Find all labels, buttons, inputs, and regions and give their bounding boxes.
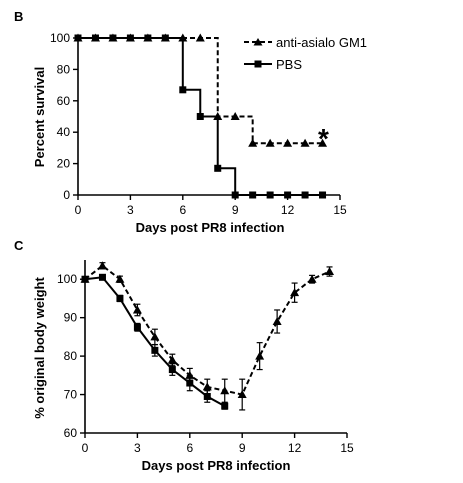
- weight-point-pbs-day-8: [221, 402, 229, 410]
- panel-c-y-tick-label-100: 100: [57, 272, 77, 286]
- weight-point-pbs-day-0: [81, 275, 89, 283]
- panel-b-x-tick-label-0: 0: [75, 203, 82, 217]
- panel-c-body-weight-chart: C 60 70 80 90 100 0 3 6 9 12 15 Days post PR8 inf…: [14, 238, 354, 473]
- panel-b-x-tick-label-9: 9: [232, 203, 239, 217]
- weight-point-anti-asialo-gm1-day-12: [290, 288, 300, 297]
- legend-pbs-label: PBS: [276, 57, 302, 72]
- weight-point-pbs-day-3: [133, 323, 141, 331]
- panel-b-y-tick-label-20: 20: [57, 157, 71, 171]
- panel-b-x-tick-label-15: 15: [333, 203, 347, 217]
- survival-point-pbs-day-4: [144, 34, 152, 42]
- survival-point-anti-asialo-gm1-day-10: [248, 138, 258, 147]
- survival-point-pbs-day-2: [109, 34, 117, 42]
- survival-point-pbs-day-3: [126, 34, 134, 42]
- survival-point-anti-asialo-gm1-day-7: [195, 33, 205, 42]
- weight-point-pbs-day-5: [168, 366, 176, 374]
- panel-b-x-tick-label-6: 6: [179, 203, 186, 217]
- weight-point-anti-asialo-gm1-day-6: [185, 370, 195, 379]
- panel-c-x-tick-label-0: 0: [82, 441, 89, 455]
- significance-asterisk: *: [318, 123, 329, 154]
- panel-b-y-tick-label-40: 40: [57, 125, 71, 139]
- panel-b-y-tick-label-80: 80: [57, 62, 71, 76]
- survival-point-anti-asialo-gm1-day-11: [265, 138, 275, 147]
- legend-anti-asialo-label: anti-asialo GM1: [276, 35, 367, 50]
- panel-c-x-tick-label-15: 15: [340, 441, 354, 455]
- panel-c-y-tick-label-90: 90: [64, 311, 78, 325]
- weight-point-pbs-day-2: [116, 294, 124, 302]
- weight-point-anti-asialo-gm1-day-8: [220, 386, 230, 395]
- panel-b-x-tick-label-12: 12: [281, 203, 295, 217]
- panel-b-x-tick-label-3: 3: [127, 203, 134, 217]
- weight-point-anti-asialo-gm1-day-9: [237, 390, 247, 399]
- survival-point-anti-asialo-gm1-day-12: [283, 138, 293, 147]
- legend-anti-asialo-marker: [253, 38, 263, 46]
- survival-point-pbs-day-8: [214, 164, 222, 172]
- panel-b-y-axis-label: Percent survival: [32, 67, 47, 167]
- panel-b-x-axis-label: Days post PR8 infection: [136, 220, 285, 235]
- weight-point-anti-asialo-gm1-day-7: [202, 382, 212, 391]
- weight-point-anti-asialo-gm1-day-13: [307, 274, 317, 283]
- panel-c-x-axis-label: Days post PR8 infection: [142, 458, 291, 473]
- survival-point-pbs-day-10: [249, 191, 257, 199]
- survival-point-pbs-day-11: [266, 191, 274, 199]
- panel-c-x-tick-label-6: 6: [186, 441, 193, 455]
- panel-b-survival-chart: B 0 20 40 60 80 100 0 3 6 9 12 15 Days post PR8 in…: [14, 9, 367, 235]
- panel-c-y-tick-label-60: 60: [64, 426, 78, 440]
- panel-c-x-tick-label-12: 12: [288, 441, 302, 455]
- panel-c-y-axis-label: % original body weight: [32, 277, 47, 419]
- panel-c-y-tick-label-70: 70: [64, 388, 78, 402]
- weight-point-pbs-day-1: [98, 273, 106, 281]
- survival-point-anti-asialo-gm1-day-8: [213, 112, 223, 120]
- panel-c-y-ticks: 60 70 80 90 100: [57, 272, 85, 440]
- weight-line-anti-asialo-gm1: [84, 264, 330, 396]
- panel-c-x-tick-label-3: 3: [134, 441, 141, 455]
- survival-line-pbs: [78, 37, 323, 196]
- weight-point-pbs-day-6: [186, 379, 194, 387]
- survival-point-pbs-day-9: [231, 191, 239, 199]
- panel-b-y-tick-label-60: 60: [57, 94, 71, 108]
- survival-point-pbs-day-14: [319, 191, 327, 199]
- weight-point-anti-asialo-gm1-day-4: [150, 332, 160, 341]
- weight-point-anti-asialo-gm1-day-1: [97, 261, 107, 270]
- panel-b-y-tick-label-100: 100: [50, 31, 70, 45]
- panel-c-x-tick-label-9: 9: [239, 441, 246, 455]
- survival-point-anti-asialo-gm1-day-9: [230, 112, 240, 120]
- survival-point-anti-asialo-gm1-day-6: [178, 33, 188, 42]
- panel-c-letter: C: [14, 238, 24, 253]
- panel-b-letter: B: [14, 9, 23, 24]
- survival-point-pbs-day-12: [284, 191, 292, 199]
- panel-b-y-ticks: 0 20 40 60 80 100: [50, 31, 78, 202]
- weight-point-anti-asialo-gm1-day-11: [272, 317, 282, 326]
- weight-point-anti-asialo-gm1-day-2: [115, 274, 125, 283]
- survival-point-pbs-day-1: [91, 34, 99, 42]
- survival-point-anti-asialo-gm1-day-14: [318, 138, 328, 147]
- weight-point-pbs-day-7: [203, 392, 211, 400]
- panel-c-x-ticks: 0 3 6 9 12 15: [82, 433, 354, 455]
- weight-point-pbs-day-4: [151, 346, 159, 354]
- weight-point-anti-asialo-gm1-day-10: [255, 351, 265, 360]
- survival-point-anti-asialo-gm1-day-13: [300, 138, 310, 147]
- weight-point-anti-asialo-gm1-day-5: [167, 355, 177, 364]
- survival-point-pbs-day-0: [74, 34, 82, 42]
- weight-point-anti-asialo-gm1-day-3: [132, 305, 142, 314]
- panel-b-series-markers: [73, 33, 328, 199]
- legend-pbs-marker: [254, 60, 262, 68]
- survival-point-pbs-day-7: [196, 113, 204, 120]
- survival-point-pbs-day-13: [301, 191, 309, 199]
- panel-b-y-tick-label-0: 0: [63, 188, 70, 202]
- survival-point-pbs-day-5: [161, 34, 169, 42]
- survival-point-pbs-day-6: [179, 86, 187, 94]
- weight-point-anti-asialo-gm1-day-14: [325, 267, 335, 276]
- panel-b-legend: anti-asialo GM1 PBS: [244, 35, 367, 72]
- panel-c-series-markers: [80, 261, 335, 410]
- panel-c-y-tick-label-80: 80: [64, 349, 78, 363]
